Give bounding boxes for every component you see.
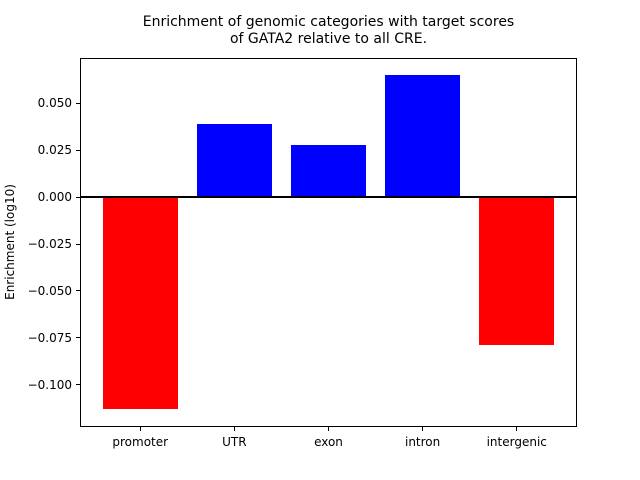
y-tick-label: −0.025 xyxy=(27,237,72,251)
x-tick-label-exon: exon xyxy=(314,435,343,449)
y-tick-mark xyxy=(76,384,80,386)
y-tick-mark xyxy=(76,196,80,198)
chart-title: Enrichment of genomic categories with ta… xyxy=(142,14,515,47)
x-tick-mark xyxy=(139,427,141,431)
y-tick-label: 0.000 xyxy=(37,190,72,205)
bar-intron xyxy=(384,75,461,198)
x-tick-label-UTR: UTR xyxy=(222,435,247,449)
y-tick-label: 0.025 xyxy=(37,143,72,158)
x-tick-label-intron: intron xyxy=(404,435,441,449)
bar-intergenic xyxy=(479,197,555,346)
bar-promoter xyxy=(102,197,178,410)
x-tick-mark xyxy=(233,427,235,431)
y-tick-label: 0.050 xyxy=(37,96,72,111)
y-tick-mark xyxy=(76,243,80,245)
x-tick-mark xyxy=(516,427,518,431)
x-tick-mark xyxy=(422,427,424,431)
x-tick-label-intergenic: intergenic xyxy=(486,435,547,449)
y-tick-label: −0.100 xyxy=(27,377,72,392)
y-tick-mark xyxy=(76,290,80,292)
bar-exon xyxy=(290,144,367,198)
y-tick-label: −0.050 xyxy=(27,283,72,298)
plot-area xyxy=(80,58,577,427)
y-tick-mark xyxy=(76,102,80,104)
y-tick-mark xyxy=(76,149,80,151)
zero-line xyxy=(80,195,577,199)
x-tick-mark xyxy=(328,427,329,431)
bar-UTR xyxy=(196,123,273,198)
y-tick-mark xyxy=(76,337,80,339)
y-tick-label: −0.075 xyxy=(27,330,72,345)
x-tick-label-promoter: promoter xyxy=(112,435,169,449)
